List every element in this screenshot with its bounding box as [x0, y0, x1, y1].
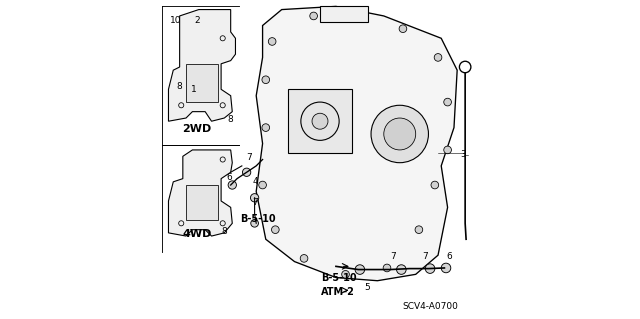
Text: 6: 6 [226, 173, 232, 182]
Text: 8: 8 [177, 82, 182, 91]
Text: 10: 10 [170, 16, 182, 25]
Circle shape [300, 255, 308, 262]
Circle shape [312, 113, 328, 129]
Circle shape [444, 146, 451, 154]
Text: 4WD: 4WD [182, 229, 212, 240]
Text: B-5-10: B-5-10 [240, 213, 276, 224]
Circle shape [310, 12, 317, 20]
Circle shape [383, 264, 391, 272]
Text: 8: 8 [228, 115, 234, 124]
PathPatch shape [256, 6, 457, 281]
Circle shape [243, 168, 251, 176]
Circle shape [301, 102, 339, 140]
PathPatch shape [288, 89, 352, 153]
Circle shape [250, 194, 259, 202]
Circle shape [228, 181, 236, 189]
Circle shape [268, 38, 276, 45]
Circle shape [415, 226, 422, 234]
Circle shape [262, 124, 269, 131]
Circle shape [384, 118, 416, 150]
Text: 7: 7 [246, 153, 252, 162]
Text: 7: 7 [390, 252, 396, 261]
PathPatch shape [168, 10, 236, 121]
Text: 5: 5 [364, 283, 370, 292]
Circle shape [431, 181, 438, 189]
Circle shape [425, 264, 435, 273]
Text: SCV4-A0700: SCV4-A0700 [402, 302, 458, 311]
Text: 3: 3 [460, 150, 466, 159]
Circle shape [371, 105, 428, 163]
Text: 2WD: 2WD [182, 124, 212, 134]
Circle shape [434, 54, 442, 61]
Text: B-5-10: B-5-10 [321, 273, 357, 283]
Circle shape [262, 76, 269, 84]
Circle shape [342, 271, 349, 278]
Circle shape [271, 226, 279, 234]
PathPatch shape [168, 150, 232, 236]
Text: 6: 6 [446, 252, 452, 261]
Bar [186, 64, 218, 102]
Text: 8: 8 [221, 227, 227, 236]
Circle shape [397, 265, 406, 274]
Bar [186, 185, 218, 220]
Text: 2: 2 [195, 16, 200, 25]
Text: 7: 7 [422, 252, 428, 261]
Circle shape [259, 181, 266, 189]
Circle shape [355, 12, 362, 20]
Circle shape [441, 263, 451, 273]
Text: ATM-2: ATM-2 [321, 287, 355, 297]
FancyBboxPatch shape [320, 6, 368, 22]
Circle shape [399, 25, 407, 33]
Text: 1: 1 [191, 85, 197, 94]
Text: 4: 4 [253, 177, 259, 186]
Circle shape [355, 265, 365, 274]
Circle shape [444, 98, 451, 106]
Circle shape [251, 219, 259, 227]
Text: 7: 7 [253, 198, 259, 207]
